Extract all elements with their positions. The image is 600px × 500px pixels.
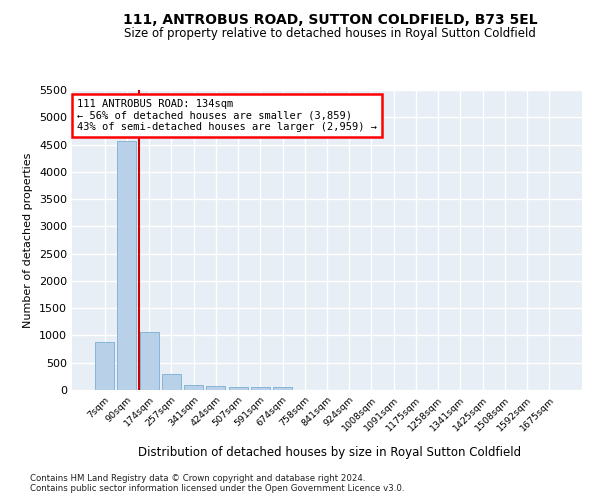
- Y-axis label: Number of detached properties: Number of detached properties: [23, 152, 34, 328]
- Bar: [118, 142, 136, 390]
- Bar: [251, 388, 270, 390]
- Bar: [162, 374, 181, 390]
- Bar: [229, 387, 248, 390]
- Bar: [95, 342, 114, 390]
- Text: 111 ANTROBUS ROAD: 134sqm
← 56% of detached houses are smaller (3,859)
43% of se: 111 ANTROBUS ROAD: 134sqm ← 56% of detac…: [77, 99, 377, 132]
- Bar: [206, 386, 225, 390]
- Text: Size of property relative to detached houses in Royal Sutton Coldfield: Size of property relative to detached ho…: [124, 28, 536, 40]
- Bar: [273, 387, 292, 390]
- Text: 111, ANTROBUS ROAD, SUTTON COLDFIELD, B73 5EL: 111, ANTROBUS ROAD, SUTTON COLDFIELD, B7…: [122, 12, 538, 26]
- Text: Contains public sector information licensed under the Open Government Licence v3: Contains public sector information licen…: [30, 484, 404, 493]
- Bar: [184, 385, 203, 390]
- Text: Distribution of detached houses by size in Royal Sutton Coldfield: Distribution of detached houses by size …: [139, 446, 521, 459]
- Bar: [140, 332, 158, 390]
- Text: Contains HM Land Registry data © Crown copyright and database right 2024.: Contains HM Land Registry data © Crown c…: [30, 474, 365, 483]
